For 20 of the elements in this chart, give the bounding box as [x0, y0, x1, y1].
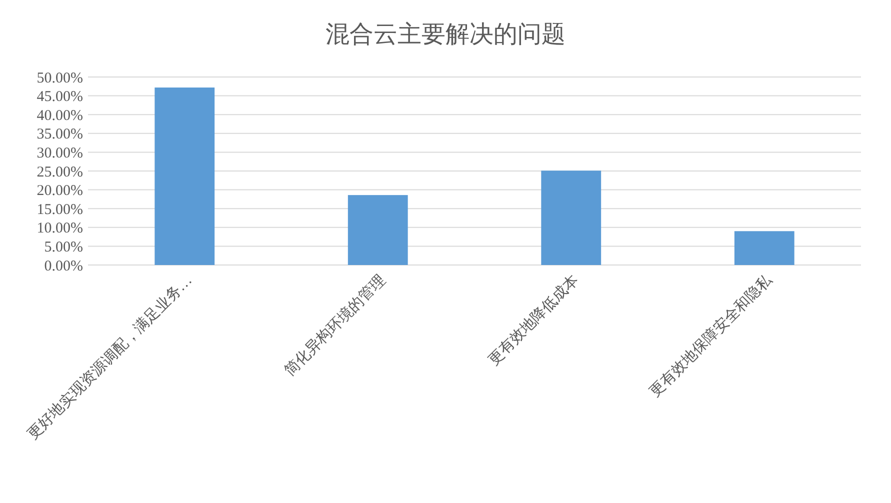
x-tick-label: 更有效地降低成本 — [485, 272, 582, 369]
y-tick-label: 25.00% — [36, 164, 83, 180]
y-tick-label: 5.00% — [44, 239, 83, 256]
y-tick-label: 15.00% — [36, 202, 83, 218]
bar — [541, 170, 602, 265]
bar — [348, 195, 408, 265]
x-tick-label: 更好地实现资源调配，满足业务… — [24, 272, 196, 443]
y-tick-label: 40.00% — [36, 108, 83, 124]
y-tick-label: 35.00% — [36, 126, 83, 143]
y-tick-label: 0.00% — [44, 258, 83, 274]
chart-title: 混合云主要解决的问题 — [326, 21, 566, 48]
y-tick-label: 30.00% — [36, 145, 83, 162]
y-tick-label: 10.00% — [36, 220, 83, 237]
y-tick-label: 45.00% — [36, 89, 83, 106]
x-tick-label: 更有效地保障安全和隐私 — [646, 271, 776, 400]
bar — [734, 231, 794, 265]
y-tick-label: 50.00% — [36, 70, 83, 86]
bar — [154, 88, 215, 265]
y-tick-label: 20.00% — [36, 183, 83, 200]
x-tick-label: 简化异构环境的管理 — [281, 272, 389, 380]
